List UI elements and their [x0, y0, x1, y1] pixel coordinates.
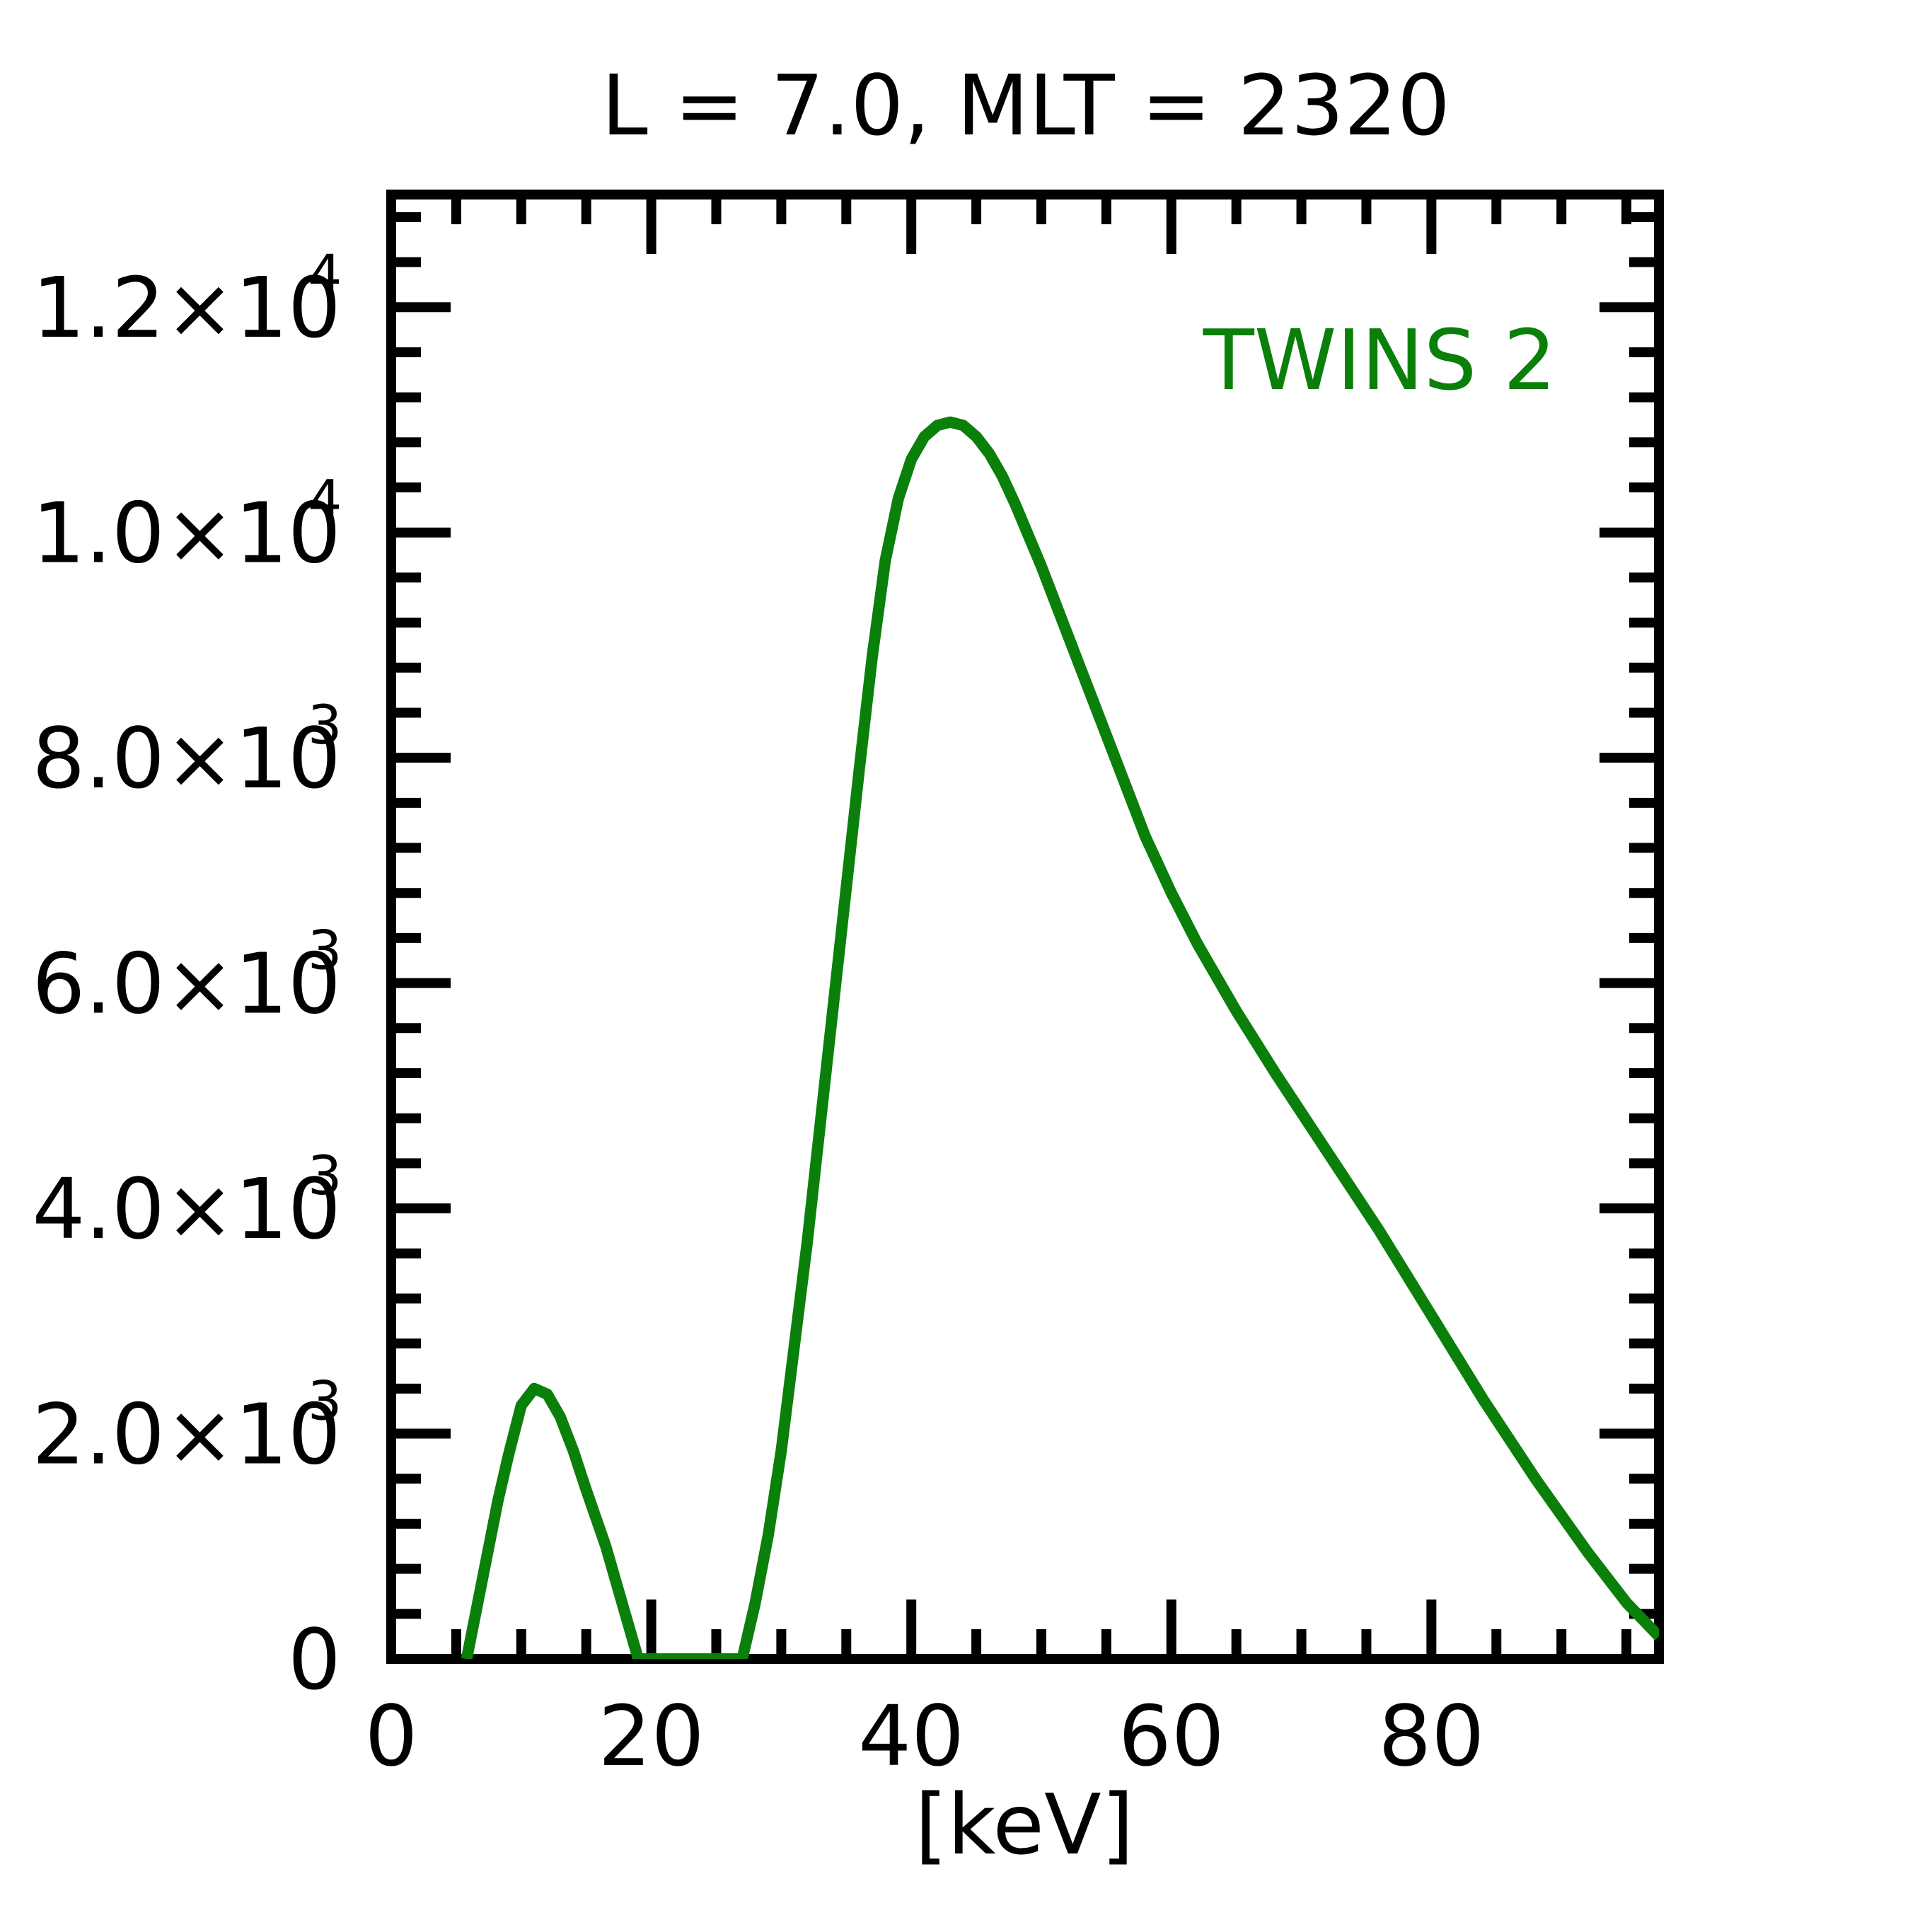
y-tick-exponent: 4: [308, 468, 342, 531]
y-tick-label: 4.0×10: [32, 1160, 341, 1258]
y-tick-exponent: 3: [308, 919, 342, 982]
x-tick-label: 80: [1378, 1687, 1484, 1785]
y-tick-label: 6.0×10: [32, 935, 341, 1033]
y-tick-exponent: 3: [308, 693, 342, 756]
x-tick-label: 20: [598, 1687, 705, 1785]
x-axis-label: [keV]: [915, 1776, 1134, 1873]
x-tick-label: 60: [1118, 1687, 1225, 1785]
y-tick-label: 2.0×10: [32, 1386, 341, 1483]
chart-title: L = 7.0, MLT = 2320: [601, 57, 1450, 154]
y-tick-exponent: 3: [308, 1370, 342, 1433]
y-tick-exponent: 3: [308, 1144, 342, 1207]
x-tick-label: 40: [858, 1687, 964, 1785]
legend-twins-2: TWINS 2: [1203, 311, 1556, 409]
x-tick-label: 0: [364, 1687, 417, 1785]
y-tick-exponent: 4: [308, 243, 342, 306]
plot-frame: [386, 190, 1664, 1664]
series-line-twins-2: [461, 416, 1659, 1659]
y-tick-label: 1.0×10: [32, 485, 341, 582]
y-tick-label: 8.0×10: [32, 710, 341, 807]
data-layer: [461, 416, 1659, 1659]
axes: 0 20 40 60 8002.0×1034.0×1036.0×1038.0×1031.…: [32, 190, 1664, 1785]
y-tick-label: 1.2×10: [32, 259, 341, 357]
y-tick-label: 0: [288, 1611, 341, 1708]
